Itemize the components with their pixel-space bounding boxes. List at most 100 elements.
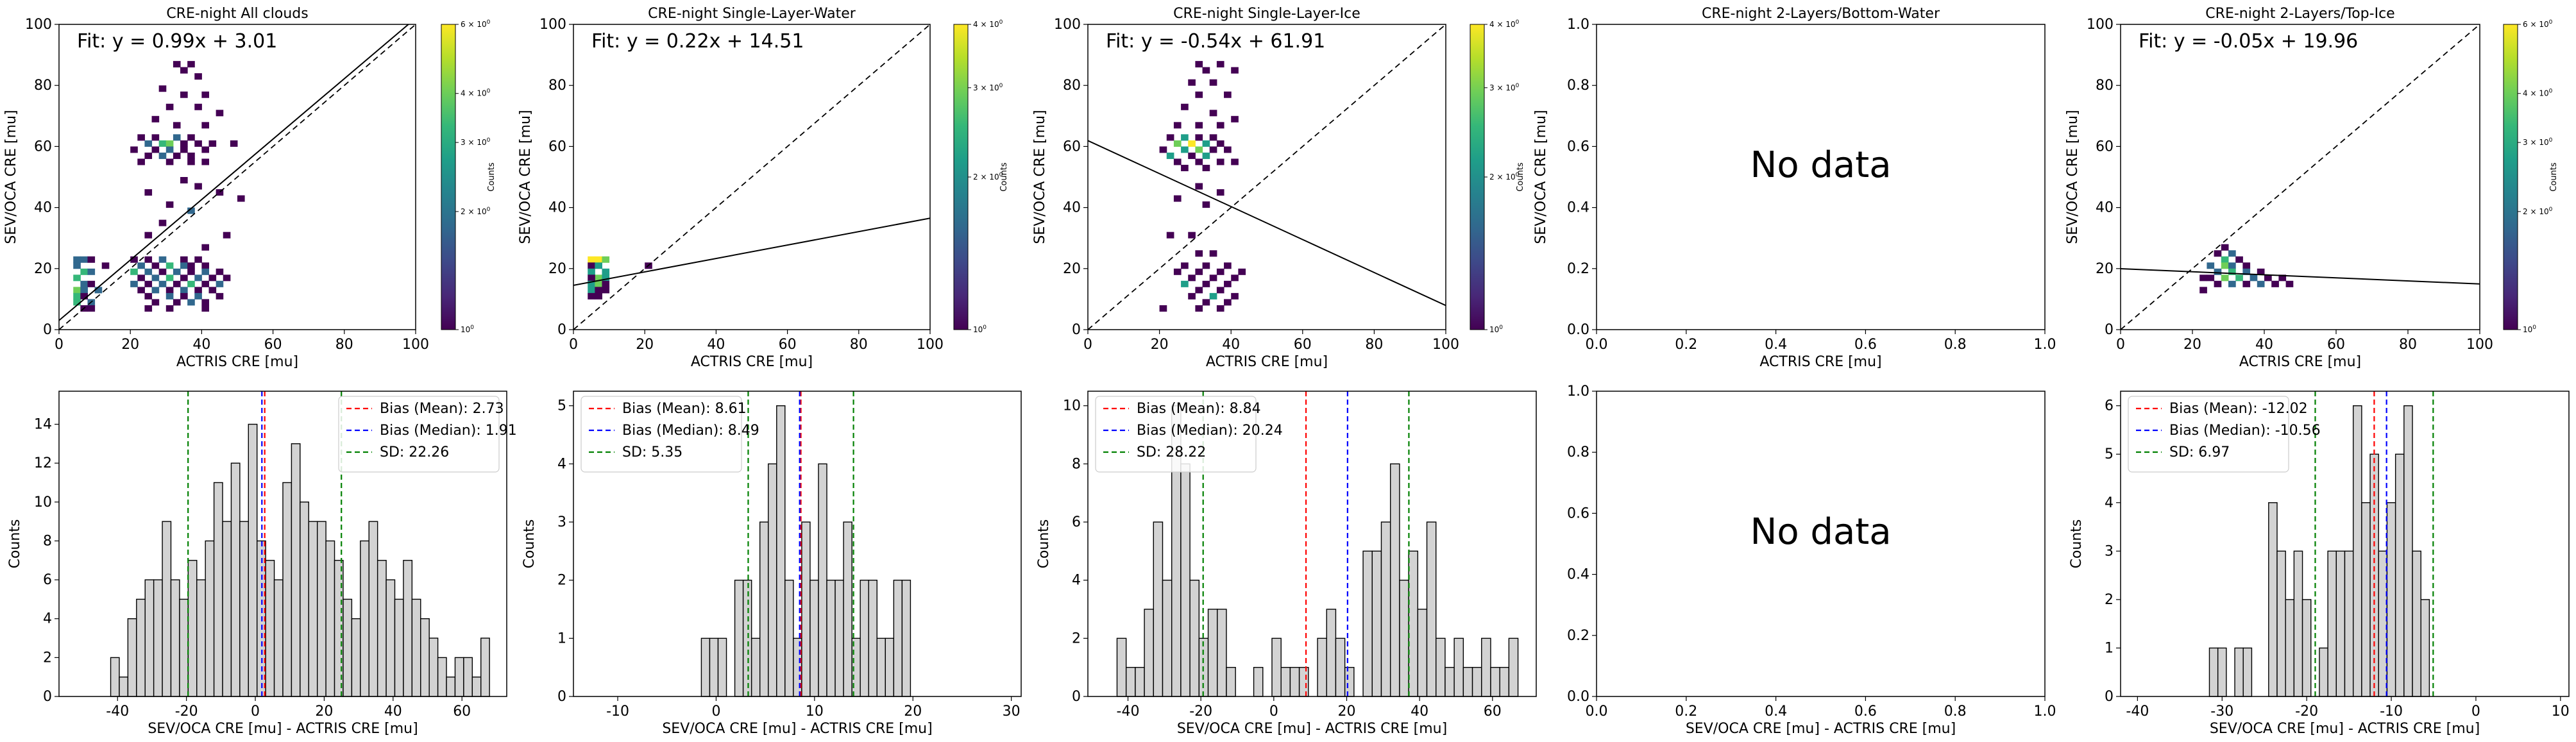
x-tick-label: 10 xyxy=(2552,704,2570,720)
y-tick-label: 0.8 xyxy=(1567,444,1589,460)
heatmap-cell xyxy=(1181,262,1189,269)
heatmap-cell xyxy=(201,305,210,312)
histogram-bar xyxy=(1490,666,1500,697)
colorbar-tick-exponent: 0 xyxy=(487,89,491,95)
heatmap-cell xyxy=(180,140,188,147)
histogram-bar xyxy=(835,579,844,697)
heatmap-cell xyxy=(2221,274,2229,282)
y-axis-label: Counts xyxy=(521,519,538,569)
heatmap-cell xyxy=(80,280,88,287)
y-tick-label: 0 xyxy=(2105,322,2114,338)
histogram-bar xyxy=(248,423,258,697)
x-tick-label: 10 xyxy=(806,704,824,720)
heatmap-cell xyxy=(173,61,181,68)
heatmap-cell xyxy=(1166,152,1174,159)
heatmap-cell xyxy=(187,262,195,269)
heatmap-cell xyxy=(1181,134,1189,141)
heatmap-cell xyxy=(180,287,188,294)
heatmap-cell xyxy=(144,268,153,275)
heatmap-cell xyxy=(158,152,167,159)
histogram-panel-4: No data 0.0 0.2 0.4 0.6 0.8 1.0 0.0 0.2 0.4 0.6 0.8… xyxy=(1567,384,2056,737)
heatmap-cell xyxy=(1209,274,1217,282)
histogram-bar xyxy=(205,540,215,697)
y-tick-label: 0.8 xyxy=(1567,78,1589,94)
histogram-bar xyxy=(885,637,895,697)
axes-frame xyxy=(1087,24,1446,330)
heatmap-cell xyxy=(151,262,160,269)
heatmap-cell xyxy=(595,280,602,287)
colorbar-label: Counts xyxy=(999,162,1009,192)
histogram-bar xyxy=(2217,647,2227,697)
heatmap-cell xyxy=(1195,268,1203,275)
heatmap-cell xyxy=(2214,280,2222,287)
legend-item-sd-label: SD: 5.35 xyxy=(622,444,682,460)
histogram-bar xyxy=(127,618,137,697)
heatmap-cell xyxy=(1231,115,1239,122)
legend-frame xyxy=(2128,396,2289,473)
heatmap-cell xyxy=(2221,262,2229,269)
legend-item-sd-label: SD: 22.26 xyxy=(380,444,449,460)
histogram-bar xyxy=(437,657,447,697)
heatmap-cell xyxy=(137,134,145,141)
x-tick-label: 1.0 xyxy=(2034,704,2056,720)
heatmap-cell xyxy=(1173,122,1182,129)
heatmap-cell xyxy=(1195,250,1203,257)
y-tick-label: 12 xyxy=(34,455,52,471)
heatmap-cell xyxy=(1195,122,1203,129)
heatmap-cell xyxy=(2235,256,2243,263)
one-to-one-line xyxy=(59,24,416,330)
heatmap-cell xyxy=(144,140,153,147)
colorbar-tick-label: 4 × 100 xyxy=(2523,89,2553,98)
histogram-bar xyxy=(213,482,223,697)
heatmap-cell xyxy=(1202,67,1210,74)
x-axis-label: SEV/OCA CRE [mu] - ACTRIS CRE [mu] xyxy=(2210,721,2480,737)
heatmap-cell xyxy=(208,274,217,282)
x-axis-label: SEV/OCA CRE [mu] - ACTRIS CRE [mu] xyxy=(148,721,418,737)
histogram-bar xyxy=(734,579,744,697)
y-tick-label: 2 xyxy=(2105,592,2114,608)
y-tick-label: 8 xyxy=(1072,456,1081,472)
heatmap-cell xyxy=(216,292,224,299)
x-tick-label: 0 xyxy=(2116,337,2125,353)
x-tick-label: 60 xyxy=(2327,337,2345,353)
heatmap-cell xyxy=(602,268,610,275)
x-tick-label: 100 xyxy=(2466,337,2493,353)
x-tick-label: 0.8 xyxy=(1944,337,1967,353)
histogram-bar xyxy=(325,540,335,697)
heatmap-cell xyxy=(73,274,81,282)
x-axis-label: SEV/OCA CRE [mu] - ACTRIS CRE [mu] xyxy=(662,721,932,737)
y-axis-label: SEV/OCA CRE [mu] xyxy=(1032,110,1048,244)
legend-item-mean-label: Bias (Mean): -12.02 xyxy=(2169,401,2308,417)
heatmap-cell xyxy=(2228,262,2236,269)
y-tick-label: 2 xyxy=(1072,630,1081,646)
x-tick-label: 30 xyxy=(1003,704,1021,720)
histogram-bar xyxy=(368,521,378,697)
heatmap-cell xyxy=(173,122,181,129)
heatmap-cell xyxy=(588,268,595,275)
no-data-text: No data xyxy=(1750,511,1891,553)
heatmap-cell xyxy=(2250,274,2258,282)
heatmap-cell xyxy=(1195,134,1203,141)
heatmap-cell xyxy=(173,134,181,141)
heatmap-cell xyxy=(151,287,160,294)
colorbar-tick-exponent: 0 xyxy=(999,172,1003,178)
y-tick-label: 0.6 xyxy=(1567,505,1589,521)
heatmap-cell xyxy=(130,268,138,275)
heatmap-cell xyxy=(158,85,167,92)
x-tick-label: 40 xyxy=(2255,337,2273,353)
x-tick-label: -20 xyxy=(1189,704,1212,720)
histogram-bar xyxy=(360,540,369,697)
y-axis-label: SEV/OCA CRE [mu] xyxy=(1533,110,1549,244)
heatmap-cell xyxy=(173,299,181,306)
heatmap-cell xyxy=(1209,79,1217,86)
heatmap-cell xyxy=(208,287,217,294)
heatmap-cell xyxy=(1181,146,1189,153)
y-axis-label: Counts xyxy=(1036,519,1052,569)
colorbar-tick-label: 2 × 100 xyxy=(461,207,491,216)
heatmap-cell xyxy=(144,152,153,159)
histogram-bar xyxy=(1445,666,1455,697)
one-to-one-line xyxy=(2121,24,2480,330)
heatmap-cell xyxy=(180,262,188,269)
histogram-bar xyxy=(2420,599,2430,697)
axes-frame xyxy=(58,391,507,697)
